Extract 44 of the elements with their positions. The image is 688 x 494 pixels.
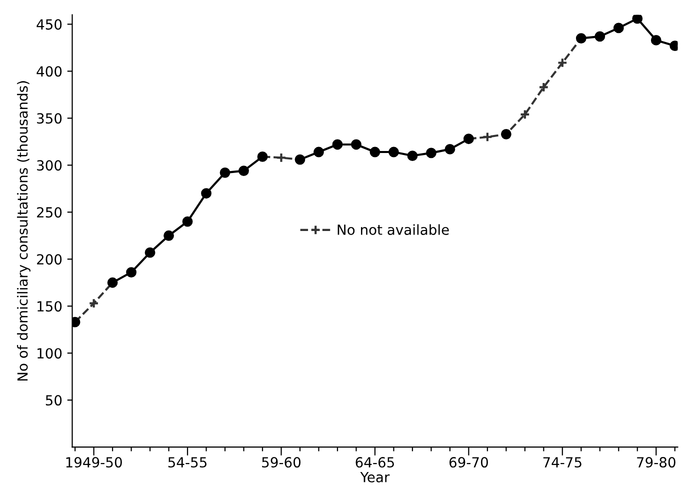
point (388, 146, 399, 158)
y-tick-label: 250 (37, 207, 62, 218)
point (220, 167, 230, 178)
point (88, 298, 100, 309)
point (650, 34, 662, 46)
y-tick-label: 150 (38, 301, 62, 312)
point (144, 247, 156, 258)
y-tick-label: 400 (36, 66, 62, 77)
y-tick-label: 300 (37, 160, 62, 171)
point (351, 139, 362, 150)
point (538, 82, 549, 92)
point (557, 58, 568, 68)
point (201, 188, 212, 199)
point (482, 132, 493, 142)
x-tick-label: 54-55 (168, 457, 206, 468)
x-tick-label: 64-65 (356, 457, 394, 468)
point (613, 22, 624, 34)
point (632, 14, 643, 24)
y-tick-label: 50 (46, 395, 62, 406)
y-tick-label: 350 (37, 113, 62, 124)
point (444, 144, 456, 154)
x-tick-label: 69-70 (449, 457, 488, 468)
x-tick-label: 74-75 (543, 457, 582, 468)
point (426, 148, 436, 158)
x-axis-title: Year (360, 472, 390, 482)
point (332, 139, 343, 150)
y-axis-title: No of domiciliary consultations (thousands) (17, 81, 30, 381)
x-tick-label: 1949-50 (66, 457, 122, 468)
legend-label: No not available (338, 224, 449, 235)
point (164, 230, 174, 241)
point (407, 150, 418, 161)
point (314, 146, 324, 158)
point (182, 216, 193, 227)
point (238, 166, 249, 176)
point (276, 152, 286, 163)
point (126, 267, 136, 278)
x-tick-label: 59-60 (262, 457, 300, 468)
y-tick-label: 450 (36, 19, 62, 30)
point (370, 146, 380, 158)
x-tick-label: 79-80 (637, 457, 676, 468)
y-tick-label: 200 (37, 254, 62, 265)
point (520, 109, 530, 120)
point (594, 31, 606, 42)
y-tick-label: 100 (38, 348, 62, 359)
